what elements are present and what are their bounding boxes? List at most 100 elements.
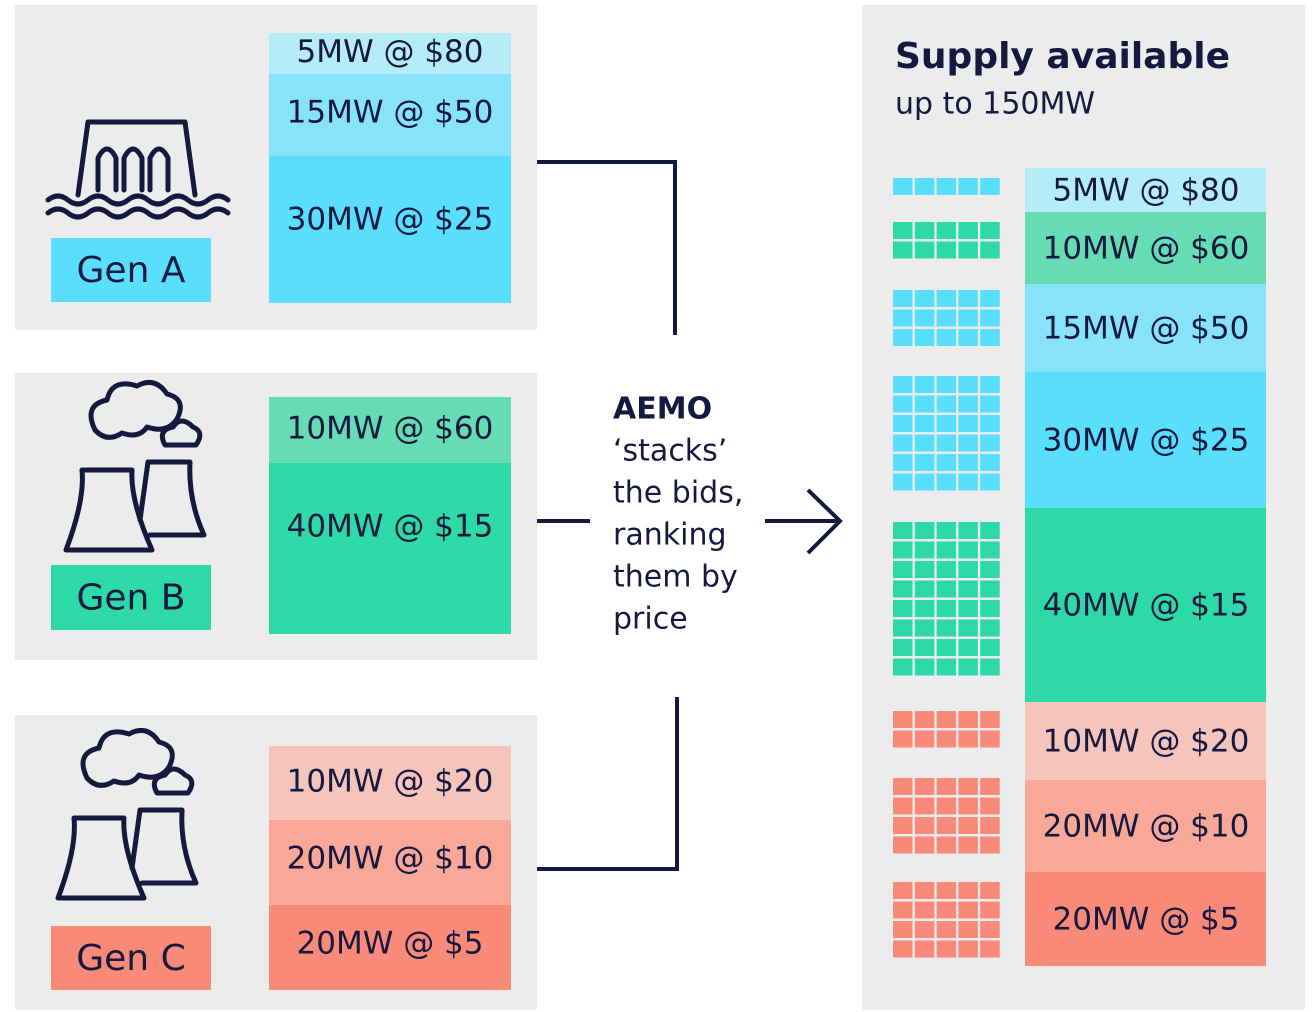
generator-label-box (51, 565, 211, 630)
mw-square (893, 921, 913, 938)
mw-square (914, 222, 935, 239)
mw-square (914, 639, 935, 656)
mw-square (958, 921, 978, 938)
mw-square (914, 178, 935, 195)
mw-square (958, 522, 978, 539)
process-text: price (613, 602, 688, 637)
mw-square (958, 711, 978, 728)
supply-subtitle: up to 150MW (895, 87, 1095, 122)
mw-square (914, 921, 935, 938)
bid-block (1025, 168, 1266, 212)
mw-square (958, 580, 978, 598)
mw-square (936, 290, 957, 307)
mw-square (936, 817, 957, 834)
mw-square (936, 901, 957, 919)
mw-square (914, 797, 935, 815)
mw-square (980, 600, 1000, 617)
mw-square (936, 395, 957, 413)
generator-label: Gen B (76, 578, 185, 619)
mw-square (958, 222, 978, 239)
bid-label: 5MW @ $80 (297, 34, 484, 70)
mw-square (914, 619, 935, 637)
process-text: the bids, (613, 476, 743, 511)
bid-block (269, 156, 511, 303)
mw-square (958, 730, 978, 748)
mw-square (936, 921, 957, 938)
mw-square (958, 619, 978, 637)
mw-square (958, 797, 978, 815)
mw-square (980, 454, 1000, 471)
mw-square (958, 882, 978, 899)
bid-block (269, 463, 511, 634)
mw-square (980, 376, 1000, 393)
mw-square (980, 541, 1000, 559)
mw-square (893, 454, 913, 471)
mw-square (893, 619, 913, 637)
mw-square (893, 434, 913, 452)
mw-square (936, 561, 957, 578)
mw-square (936, 522, 957, 539)
mw-square (893, 561, 913, 578)
mw-square (980, 561, 1000, 578)
mw-square (893, 817, 913, 834)
mw-square (936, 836, 957, 854)
mw-square (958, 817, 978, 834)
process-text: ranking (613, 518, 727, 553)
mw-square (893, 658, 913, 676)
mw-square (893, 730, 913, 748)
mw-square (936, 309, 957, 327)
mw-square (893, 778, 913, 795)
mw-square (936, 376, 957, 393)
bid-block (269, 820, 511, 905)
process-text: ‘stacks’ (613, 434, 727, 469)
bid-block (1025, 284, 1266, 372)
bid-block (269, 74, 511, 156)
power-plant-icon (63, 379, 207, 553)
bid-label: 30MW @ $25 (1043, 423, 1250, 459)
mw-square (914, 309, 935, 327)
mw-square (914, 580, 935, 598)
mw-square (958, 639, 978, 656)
bid-block (269, 746, 511, 820)
mw-square (936, 241, 957, 259)
bid-block (1025, 372, 1266, 508)
mw-square (914, 658, 935, 676)
bid-label: 10MW @ $20 (1043, 724, 1250, 760)
bid-label: 5MW @ $80 (1053, 173, 1240, 209)
mw-square (914, 940, 935, 958)
mw-square (936, 473, 957, 491)
mw-square (958, 600, 978, 617)
connector (537, 697, 679, 871)
process-text: them by (613, 560, 738, 595)
mw-square (958, 395, 978, 413)
mw-square (914, 730, 935, 748)
mw-square (980, 415, 1000, 432)
mw-square (980, 778, 1000, 795)
mw-square (980, 658, 1000, 676)
mw-square (893, 376, 913, 393)
mw-square (914, 395, 935, 413)
mw-square (893, 580, 913, 598)
bid-block (1025, 212, 1266, 284)
mw-square (958, 454, 978, 471)
bid-label: 20MW @ $5 (1053, 902, 1240, 938)
mw-square (914, 817, 935, 834)
mw-square (958, 290, 978, 307)
bid-label: 40MW @ $15 (287, 509, 494, 545)
mw-square (958, 178, 978, 195)
mw-square (893, 797, 913, 815)
mw-square (980, 178, 1000, 195)
mw-square (980, 882, 1000, 899)
mw-square (958, 415, 978, 432)
mw-square (980, 940, 1000, 958)
mw-square (980, 580, 1000, 598)
mw-square (914, 473, 935, 491)
mw-square (893, 639, 913, 656)
mw-square (893, 522, 913, 539)
mw-square (980, 241, 1000, 259)
mw-square (914, 434, 935, 452)
generator-label-box (51, 926, 211, 990)
mw-square (936, 454, 957, 471)
mw-square (980, 836, 1000, 854)
